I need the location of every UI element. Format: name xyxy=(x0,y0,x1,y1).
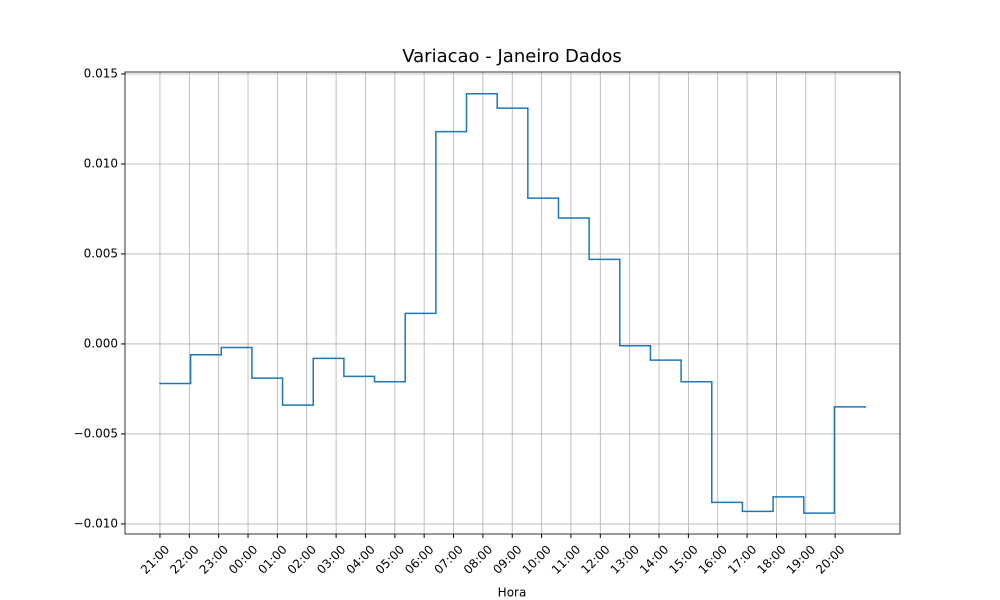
chart-title: Variacao - Janeiro Dados xyxy=(402,46,622,67)
x-tick-label: 16:00 xyxy=(696,542,730,576)
x-tick-label: 11:00 xyxy=(549,542,583,576)
x-tick-label: 21:00 xyxy=(138,542,172,576)
y-tick-label: −0.010 xyxy=(74,516,118,530)
y-tick-label: −0.005 xyxy=(74,426,118,440)
x-tick-label: 02:00 xyxy=(285,542,319,576)
x-tick-label: 20:00 xyxy=(813,542,847,576)
x-axis-label: Hora xyxy=(498,586,527,600)
x-tick-label: 22:00 xyxy=(167,542,201,576)
x-tick-label: 03:00 xyxy=(314,542,348,576)
x-tick-label: 15:00 xyxy=(666,542,700,576)
x-tick-label: 07:00 xyxy=(431,542,465,576)
x-tick-label: 04:00 xyxy=(343,542,377,576)
x-tick-label: 10:00 xyxy=(520,542,554,576)
x-tick-label: 00:00 xyxy=(226,542,260,576)
x-tick-label: 23:00 xyxy=(197,542,231,576)
x-tick-label: 19:00 xyxy=(784,542,818,576)
plot-frame xyxy=(124,71,901,535)
x-tick-label: 09:00 xyxy=(490,542,524,576)
x-tick-label: 12:00 xyxy=(578,542,612,576)
x-tick-label: 17:00 xyxy=(725,542,759,576)
x-tick-label: 06:00 xyxy=(402,542,436,576)
x-tick-label: 01:00 xyxy=(255,542,289,576)
x-tick-label: 18:00 xyxy=(754,542,788,576)
x-tick-label: 13:00 xyxy=(608,542,642,576)
x-tick-label: 14:00 xyxy=(637,542,671,576)
x-tick-label: 05:00 xyxy=(373,542,407,576)
y-tick-label: 0.000 xyxy=(84,336,118,350)
y-tick-label: 0.015 xyxy=(84,66,118,80)
y-tick-label: 0.010 xyxy=(84,156,118,170)
y-tick-label: 0.005 xyxy=(84,246,118,260)
x-tick-label: 08:00 xyxy=(461,542,495,576)
